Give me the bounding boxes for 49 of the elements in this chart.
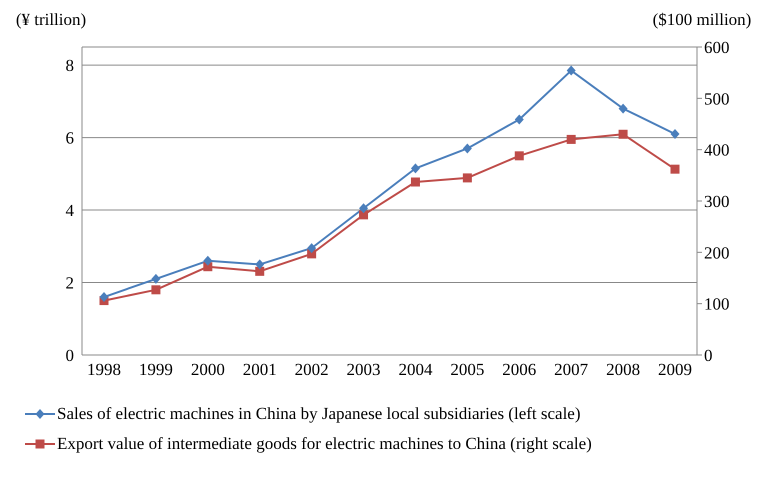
y-tick-label: 4 (66, 201, 74, 220)
y2-tick-label: 300 (704, 192, 730, 212)
point (307, 243, 316, 254)
point (151, 285, 160, 294)
point (514, 114, 524, 124)
y2-tick-label: 400 (704, 140, 730, 160)
point (566, 66, 576, 76)
point (566, 134, 576, 144)
point (359, 210, 368, 220)
y-tick-label: 8 (66, 56, 74, 76)
point (670, 164, 680, 174)
point (462, 173, 472, 182)
point (100, 292, 108, 302)
legend-label: Export value of intermediate goods for electric machines to China (right scale) (57, 434, 592, 454)
point (514, 151, 524, 160)
legend-label: Sales of electric machines in China by Japanese local subsidiaries (left scale) (57, 404, 581, 424)
y2-tick-label: 200 (704, 243, 730, 262)
point (670, 128, 680, 139)
x-tick-label: 2000 (190, 360, 225, 380)
y2-tick-label: 0 (704, 346, 712, 366)
y-tick-label: 0 (66, 346, 74, 366)
x-tick-label: 1999 (138, 360, 173, 380)
x-tick-label: 1998 (87, 360, 121, 380)
point (151, 274, 160, 284)
y2-tick-label: 100 (704, 294, 730, 314)
x-tick-label: 2006 (502, 360, 536, 380)
x-tick-label: 2009 (658, 360, 692, 380)
point (410, 163, 420, 174)
point (255, 266, 264, 276)
x-tick-label: 2004 (398, 360, 433, 380)
x-tick-label: 2007 (554, 360, 589, 380)
x-tick-label: 2001 (242, 360, 277, 380)
point (255, 259, 264, 270)
x-tick-label: 2002 (294, 360, 329, 380)
y-tick-label: 6 (66, 128, 74, 148)
y2-tick-label: 500 (704, 89, 730, 108)
y-axis-title: (¥ trillion) (16, 10, 86, 29)
point (462, 143, 472, 154)
point (618, 104, 628, 114)
y2-tick-label: 600 (704, 38, 730, 58)
point (203, 256, 212, 266)
x-tick-label: 2008 (606, 360, 640, 380)
y-tick-label: 2 (66, 274, 74, 293)
point (359, 203, 368, 214)
point (410, 178, 420, 187)
x-tick-label: 2005 (450, 360, 484, 380)
x-tick-label: 2003 (346, 360, 381, 380)
point (618, 130, 628, 139)
y2-axis-title: ($100 million) (652, 10, 752, 29)
